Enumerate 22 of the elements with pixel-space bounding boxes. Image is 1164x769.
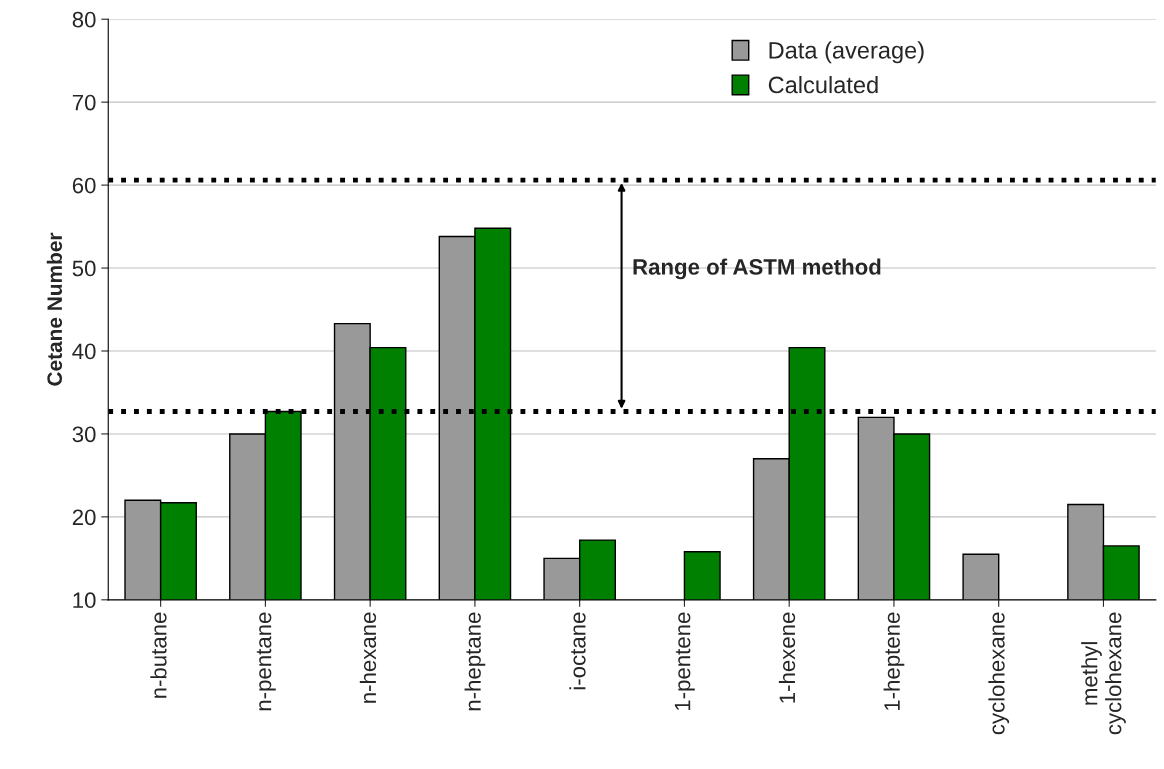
legend-label: Calculated: [768, 75, 878, 94]
y-tick-label: 10: [73, 592, 96, 609]
x-tick-label: methyl cyclohexane: [1081, 612, 1126, 735]
y-tick-label: 20: [72, 509, 96, 526]
x-tick-label: cyclohexane: [988, 612, 1010, 735]
annotation: Range of ASTM method: [633, 258, 881, 280]
x-tick-label: 1-hexene: [778, 612, 796, 703]
y-tick-label: 70: [72, 94, 96, 111]
y-tick-label: 40: [72, 343, 96, 360]
y-tick-label: 80: [72, 11, 96, 28]
y-tick-label: 30: [72, 426, 96, 443]
x-tick-label: i-octane: [569, 612, 586, 690]
x-tick-label: n-butane: [150, 612, 167, 698]
x-tick-label: n-pentane: [256, 612, 276, 711]
x-tick-label: n-heptane: [464, 612, 486, 711]
x-tick-label: 1-pentene: [674, 612, 695, 711]
y-tick-label: 50: [72, 260, 96, 277]
x-tick-label: n-hexane: [359, 612, 377, 703]
y-tick-label: 60: [72, 177, 96, 194]
legend-label: Data (average): [769, 41, 924, 64]
y-axis-title: Cetane Number: [46, 232, 63, 386]
x-tick-label: 1-heptene: [883, 612, 905, 711]
